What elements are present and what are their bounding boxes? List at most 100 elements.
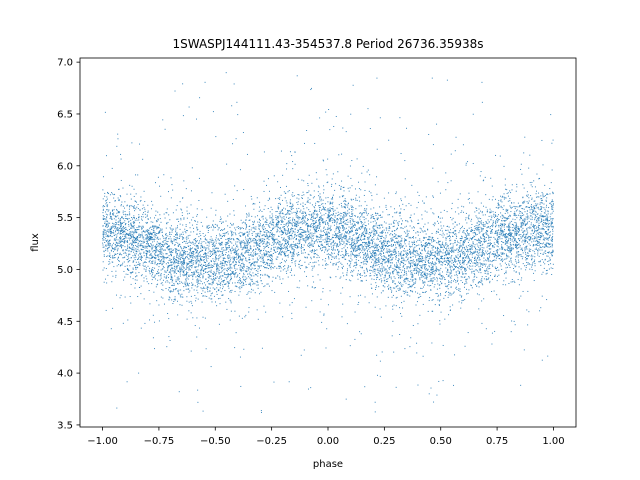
data-point bbox=[478, 230, 480, 232]
data-point bbox=[230, 263, 232, 265]
data-point bbox=[174, 90, 176, 92]
data-point bbox=[327, 231, 329, 233]
data-point bbox=[533, 280, 535, 282]
data-point bbox=[143, 241, 145, 243]
data-point bbox=[347, 229, 349, 231]
data-point bbox=[517, 202, 519, 204]
data-point bbox=[285, 229, 287, 231]
data-point bbox=[547, 252, 549, 253]
data-point bbox=[471, 272, 473, 274]
data-point bbox=[290, 228, 292, 230]
data-point bbox=[102, 189, 104, 191]
data-point bbox=[172, 249, 174, 251]
data-point bbox=[514, 208, 516, 210]
data-point bbox=[533, 207, 535, 209]
data-point bbox=[175, 269, 177, 271]
data-point bbox=[271, 236, 273, 238]
data-point bbox=[458, 260, 460, 262]
data-point bbox=[198, 276, 200, 278]
data-point bbox=[298, 264, 300, 266]
data-point bbox=[526, 215, 528, 217]
data-point bbox=[266, 263, 268, 265]
data-point bbox=[549, 234, 551, 236]
data-point bbox=[534, 270, 536, 272]
data-point bbox=[181, 255, 183, 257]
data-point bbox=[332, 234, 334, 236]
data-point bbox=[412, 324, 414, 326]
data-point bbox=[176, 255, 178, 257]
data-point bbox=[105, 245, 107, 247]
data-point bbox=[468, 276, 470, 278]
data-point bbox=[476, 261, 478, 263]
data-point bbox=[445, 291, 447, 293]
data-point bbox=[230, 291, 232, 293]
data-point bbox=[312, 240, 314, 242]
data-point bbox=[542, 225, 544, 227]
data-point bbox=[345, 231, 347, 233]
data-point bbox=[552, 229, 553, 231]
data-point bbox=[103, 251, 105, 253]
data-point bbox=[241, 281, 243, 283]
data-point bbox=[296, 210, 298, 212]
data-point bbox=[191, 256, 193, 258]
data-point bbox=[184, 230, 186, 232]
data-point bbox=[480, 237, 482, 239]
data-point bbox=[292, 205, 294, 207]
data-point bbox=[145, 275, 147, 277]
data-point bbox=[109, 239, 111, 241]
data-point bbox=[274, 266, 276, 268]
data-point bbox=[540, 231, 542, 233]
data-point bbox=[289, 244, 291, 246]
data-point bbox=[344, 207, 346, 209]
data-point bbox=[468, 261, 470, 263]
data-point bbox=[321, 236, 323, 238]
data-point bbox=[243, 269, 245, 271]
data-point bbox=[372, 226, 374, 228]
data-point bbox=[446, 273, 448, 275]
data-point bbox=[280, 194, 282, 196]
data-point bbox=[220, 256, 222, 258]
data-point bbox=[481, 278, 483, 280]
data-point bbox=[527, 235, 529, 237]
data-point bbox=[297, 203, 299, 205]
data-point bbox=[249, 283, 251, 285]
data-point bbox=[477, 220, 479, 222]
data-point bbox=[393, 248, 395, 250]
data-point bbox=[167, 273, 169, 275]
data-point bbox=[522, 256, 524, 258]
data-point bbox=[411, 241, 413, 243]
data-point bbox=[543, 203, 545, 205]
data-point bbox=[335, 227, 337, 229]
data-point bbox=[425, 269, 427, 271]
data-point bbox=[249, 254, 251, 256]
data-point bbox=[108, 242, 110, 244]
data-point bbox=[359, 244, 361, 246]
data-point bbox=[410, 264, 412, 266]
data-point bbox=[153, 228, 155, 230]
data-point bbox=[292, 257, 294, 259]
data-point bbox=[364, 238, 366, 240]
data-point bbox=[549, 216, 551, 218]
data-point bbox=[527, 255, 529, 257]
data-point bbox=[551, 169, 553, 171]
data-point bbox=[533, 226, 535, 228]
data-point bbox=[294, 225, 296, 227]
data-point bbox=[119, 230, 121, 232]
data-point bbox=[171, 267, 173, 269]
data-point bbox=[424, 261, 426, 263]
data-point bbox=[470, 220, 472, 222]
data-point bbox=[524, 220, 526, 222]
data-point bbox=[398, 272, 400, 274]
data-point bbox=[135, 269, 137, 271]
data-point bbox=[241, 232, 243, 234]
data-point bbox=[191, 251, 193, 253]
data-point bbox=[549, 202, 551, 204]
data-point bbox=[308, 231, 309, 233]
data-point bbox=[306, 192, 308, 194]
data-point bbox=[403, 279, 405, 281]
data-point bbox=[403, 255, 405, 257]
data-point bbox=[235, 332, 237, 334]
data-point bbox=[466, 229, 468, 231]
data-point bbox=[486, 209, 488, 211]
data-point bbox=[530, 195, 532, 197]
